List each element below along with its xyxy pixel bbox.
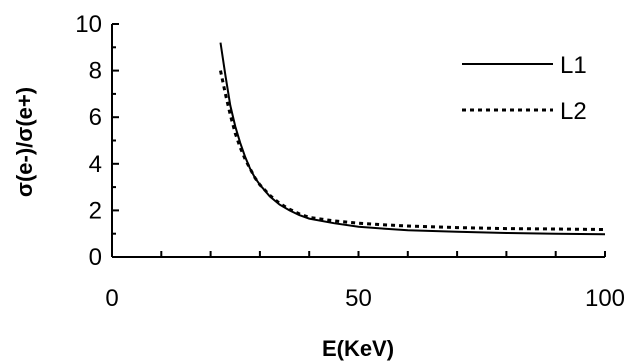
legend: L1 L2 [462, 52, 587, 125]
y-tick-label: 4 [89, 151, 102, 178]
x-tick-label: 100 [585, 285, 625, 312]
series-line-l2 [219, 70, 606, 231]
y-tick-label: 8 [89, 58, 102, 85]
y-tick-label: 2 [89, 197, 102, 224]
y-tick-label: 0 [89, 244, 102, 271]
y-tick-label: 10 [75, 11, 102, 38]
series-layer [219, 42, 606, 236]
y-axis-title: σ(e-)/σ(e+) [12, 87, 37, 197]
x-tick-label: 50 [345, 285, 372, 312]
x-tick-label: 0 [105, 285, 118, 312]
legend-label-l1: L1 [560, 52, 587, 79]
x-axis-title: E(KeV) [322, 336, 394, 361]
series-line-l1 [219, 42, 606, 236]
legend-label-l2: L2 [560, 98, 587, 125]
y-tick-label: 6 [89, 104, 102, 131]
plot-area [111, 24, 605, 258]
